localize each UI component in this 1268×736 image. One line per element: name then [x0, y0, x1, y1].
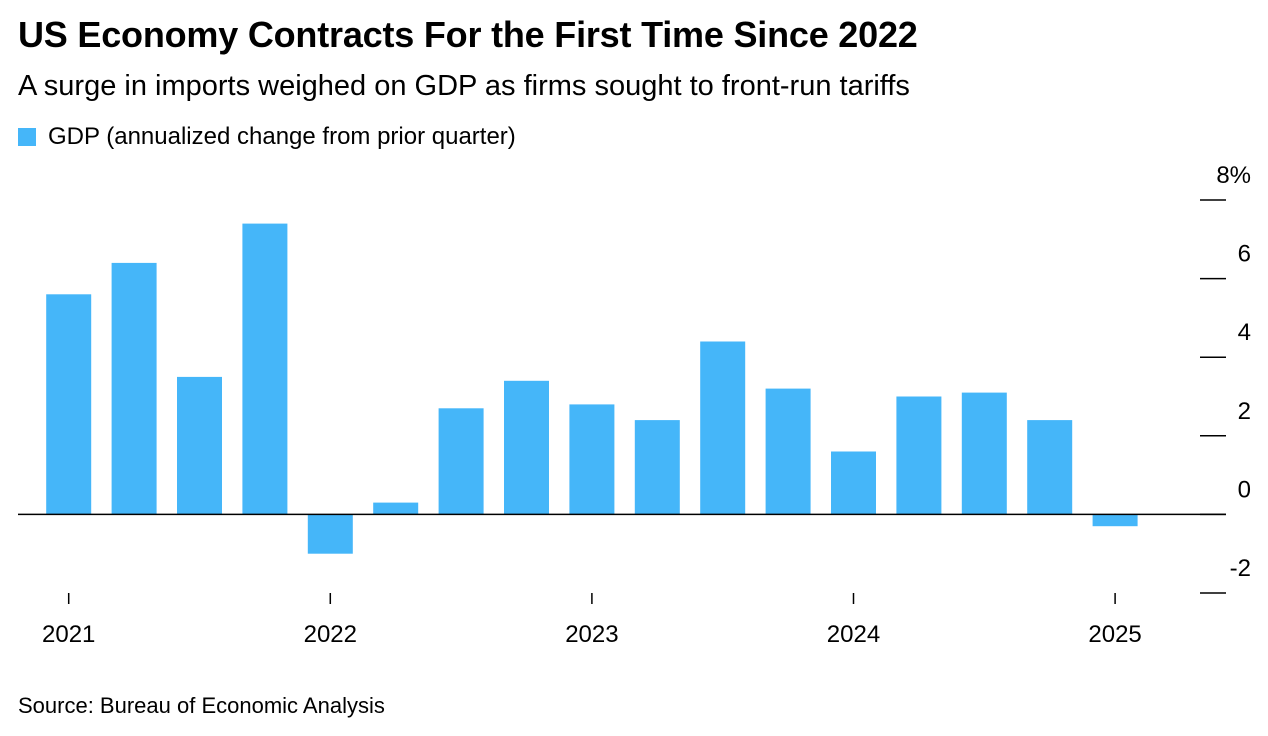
y-tick-label: 6: [1238, 241, 1251, 268]
y-tick-label: 0: [1238, 476, 1251, 503]
legend-label: GDP (annualized change from prior quarte…: [48, 123, 516, 150]
gdp-bar: [504, 380, 549, 515]
legend: GDP (annualized change from prior quarte…: [18, 122, 516, 152]
gdp-bar: [831, 451, 876, 515]
x-axis: 2021 2022 2023 2024 2025: [42, 593, 1142, 648]
gdp-bar: [373, 502, 419, 515]
y-tick-label: 4: [1238, 319, 1251, 346]
gdp-bar: [1027, 420, 1073, 515]
y-tick-label: -2: [1230, 555, 1251, 582]
gdp-bar: [438, 408, 484, 515]
gdp-bar: [307, 514, 353, 554]
gdp-bar: [111, 262, 157, 515]
chart-subtitle: A surge in imports weighed on GDP as fir…: [18, 70, 910, 102]
gdp-bar: [765, 388, 811, 515]
x-tick-label: 2024: [827, 621, 880, 648]
legend-swatch: [18, 128, 36, 146]
gdp-bar: [242, 223, 288, 515]
gdp-bar: [700, 341, 746, 515]
chart-title: US Economy Contracts For the First Time …: [18, 14, 918, 55]
x-tick-label: 2022: [304, 621, 357, 648]
y-tick-label: 2: [1238, 398, 1251, 425]
gdp-bar: [634, 420, 680, 515]
gdp-bar: [569, 404, 615, 515]
gdp-bar: [961, 392, 1007, 515]
y-axis: -2 0 2 4 6 8%: [18, 162, 1251, 594]
bars: [46, 223, 1138, 554]
gdp-bar: [177, 376, 222, 515]
gdp-bar: [1092, 514, 1138, 527]
gdp-bar: [896, 396, 942, 515]
x-tick-label: 2023: [565, 621, 618, 648]
y-tick-label: 8%: [1216, 162, 1251, 189]
x-tick-label: 2025: [1088, 621, 1141, 648]
source-note: Source: Bureau of Economic Analysis: [18, 693, 385, 718]
x-tick-label: 2021: [42, 621, 95, 648]
gdp-bar: [46, 294, 92, 515]
